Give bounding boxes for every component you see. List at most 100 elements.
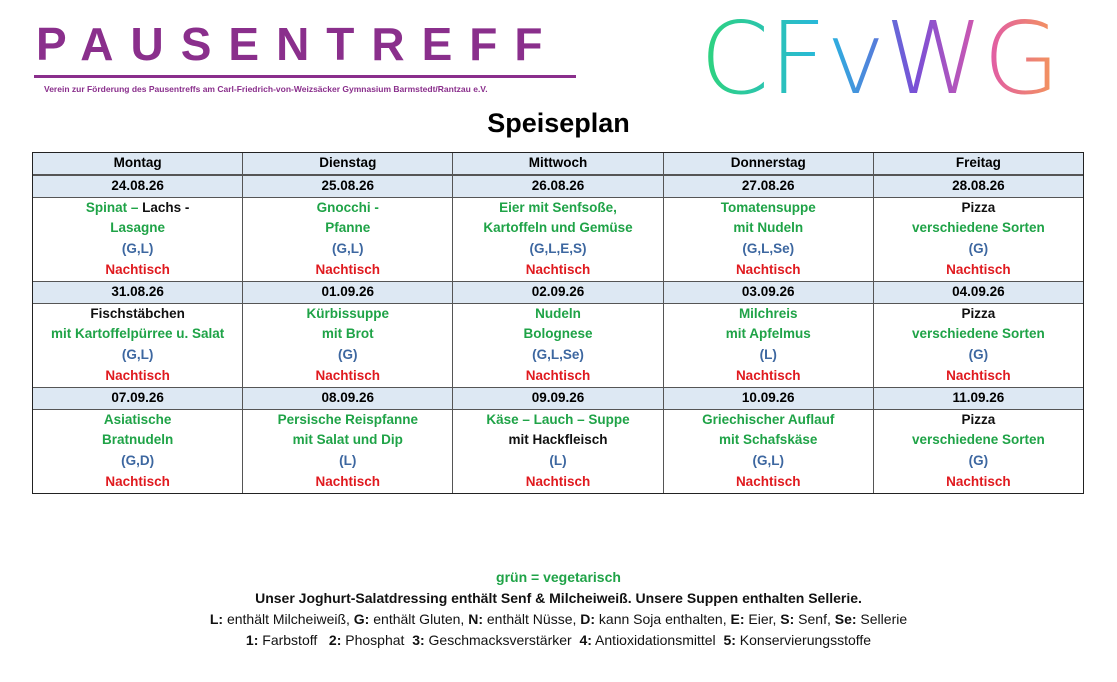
menu-line: Nachtisch bbox=[453, 366, 662, 387]
menu-line: (G,L,E,S) bbox=[453, 239, 662, 260]
menu-text: Asiatische bbox=[103, 411, 172, 427]
menu-text: Nachtisch bbox=[946, 367, 1011, 383]
day-header: Donnerstag bbox=[663, 153, 874, 175]
menu-text: Nachtisch bbox=[105, 261, 170, 277]
date-cell: 27.08.26 bbox=[663, 174, 874, 198]
menu-line: Nachtisch bbox=[453, 260, 662, 281]
legend-text: E: bbox=[730, 611, 745, 627]
legend-text: Sellerie bbox=[856, 611, 908, 627]
menu-text: mit Schafskäse bbox=[719, 432, 818, 448]
menu-line: mit Salat und Dip bbox=[243, 430, 452, 451]
menu-text: (L) bbox=[549, 453, 567, 469]
menu-cell: Nudeln Bolognese (G,L,Se) Nachtisch bbox=[453, 303, 664, 387]
menu-line: Pizza bbox=[874, 198, 1083, 219]
menu-text: Nachtisch bbox=[315, 261, 381, 277]
menu-line: Bolognese bbox=[453, 324, 662, 345]
menu-text: Nudeln bbox=[535, 305, 581, 321]
legend-text: Eier, bbox=[744, 611, 781, 627]
menu-cell: Pizza verschiedene Sorten (G) Nachtisch bbox=[874, 198, 1083, 281]
menu-cell: Gnocchi - Pfanne (G,L) Nachtisch bbox=[243, 197, 454, 281]
legend-text: Geschmacksverstärker bbox=[424, 632, 580, 648]
menu-cell: Käse – Lauch – Suppe mit Hackfleisch (L) Na… bbox=[453, 409, 664, 493]
menu-row: Spinat – Lachs - Lasagne (G,L) Nachtisch Gno… bbox=[33, 197, 1083, 281]
menu-text: Nachtisch bbox=[315, 473, 381, 489]
legend-text: enthält Gluten, bbox=[369, 611, 469, 627]
menu-line: mit Kartoffelpürree u. Salat bbox=[33, 324, 242, 345]
menu-line: Nachtisch bbox=[874, 472, 1083, 493]
menu-text: Nachtisch bbox=[105, 367, 170, 383]
menu-text: Pizza bbox=[961, 305, 996, 321]
date-cell: 31.08.26 bbox=[33, 280, 244, 304]
menu-line: (G) bbox=[874, 345, 1083, 366]
menu-text: mit Nudeln bbox=[733, 220, 804, 236]
menu-text: Bolognese bbox=[523, 326, 593, 342]
date-cell: 02.09.26 bbox=[453, 280, 664, 304]
menu-text: Pizza bbox=[961, 199, 996, 215]
legend-line: Unser Joghurt-Salatdressing enthält Senf… bbox=[0, 588, 1117, 609]
menu-text: (G,L,Se) bbox=[532, 347, 584, 363]
menu-cell: Asiatische Bratnudeln (G,D) Nachtisch bbox=[33, 409, 244, 493]
week: 31.08.26 01.09.26 02.09.26 03.09.26 04.09.26… bbox=[33, 280, 1084, 387]
date-cell: 03.09.26 bbox=[663, 280, 874, 304]
menu-text: (G,L,E,S) bbox=[529, 241, 587, 257]
legend-text: L: bbox=[209, 611, 224, 627]
menu-text: Pfanne bbox=[325, 220, 371, 236]
date-row: 07.09.26 08.09.26 09.09.26 10.09.26 11.09.26 bbox=[33, 386, 1084, 410]
date-cell: 01.09.26 bbox=[243, 280, 454, 304]
menu-text: Eier mit Senfsoße, bbox=[499, 199, 617, 215]
menu-cell: Eier mit Senfsoße, Kartoffeln und Gemüse (… bbox=[453, 197, 664, 281]
legend-text: kann Soja enthalten, bbox=[595, 611, 731, 627]
menu-text: verschiedene Sorten bbox=[912, 432, 1045, 448]
menu-line: Persische Reispfanne bbox=[243, 410, 452, 431]
menu-cell: Persische Reispfanne mit Salat und Dip (L)… bbox=[243, 409, 454, 493]
day-header: Mittwoch bbox=[453, 153, 664, 175]
legend-text: Farbstoff bbox=[258, 632, 329, 648]
menu-text: (G,L,Se) bbox=[742, 241, 795, 257]
menu-line: (L) bbox=[243, 451, 452, 472]
menu-line: (G,L) bbox=[33, 239, 242, 260]
legend-line: grün = vegetarisch bbox=[0, 567, 1117, 588]
menu-line: Bratnudeln bbox=[33, 430, 242, 451]
logo: CFvWG bbox=[700, 5, 1060, 105]
menu-line: Fischstäbchen bbox=[33, 304, 242, 325]
menu-line: Nachtisch bbox=[664, 366, 873, 387]
menu-line: Spinat – Lachs - bbox=[33, 198, 242, 219]
date-cell: 24.08.26 bbox=[33, 174, 244, 198]
legend-text: Se: bbox=[834, 611, 857, 627]
date-cell: 11.09.26 bbox=[873, 386, 1084, 410]
menu-line: Nachtisch bbox=[243, 366, 452, 387]
menu-line: Käse – Lauch – Suppe bbox=[453, 410, 662, 431]
legend: grün = vegetarisch Unser Joghurt-Salatdre… bbox=[0, 567, 1117, 651]
menu-line: mit Nudeln bbox=[664, 218, 873, 239]
menu-line: (G,L) bbox=[664, 451, 873, 472]
menu-text: Milchreis bbox=[738, 305, 798, 321]
menu-line: Nachtisch bbox=[243, 472, 452, 493]
menu-text: Spinat – bbox=[85, 199, 143, 215]
week: 07.09.26 08.09.26 09.09.26 10.09.26 11.09.26… bbox=[33, 386, 1084, 493]
menu-line: Kürbissuppe bbox=[243, 304, 452, 325]
date-cell: 04.09.26 bbox=[873, 280, 1084, 304]
legend-text: 5: bbox=[723, 632, 736, 648]
menu-line: Milchreis bbox=[664, 304, 873, 325]
legend-text: N: bbox=[468, 611, 483, 627]
menu-text: Griechischer Auflauf bbox=[702, 411, 835, 427]
legend-line: 1: Farbstoff 2: Phosphat 3: Geschmacksve… bbox=[0, 630, 1117, 651]
legend-text: grün = vegetarisch bbox=[496, 569, 621, 585]
menu-text: (L) bbox=[759, 347, 777, 363]
menu-text: mit Brot bbox=[321, 326, 374, 342]
menu-line: (G,L) bbox=[33, 345, 242, 366]
menu-text: Nachtisch bbox=[735, 367, 801, 383]
menu-text: (G,L) bbox=[332, 241, 364, 257]
menu-line: (L) bbox=[664, 345, 873, 366]
legend-text: 3: bbox=[412, 632, 425, 648]
date-row: 31.08.26 01.09.26 02.09.26 03.09.26 04.09.26 bbox=[33, 280, 1084, 304]
legend-text: Antioxidationsmittel bbox=[591, 632, 724, 648]
menu-cell: Pizza verschiedene Sorten (G) Nachtisch bbox=[874, 304, 1083, 387]
legend-text: Phosphat bbox=[341, 632, 413, 648]
menu-line: Nachtisch bbox=[33, 472, 242, 493]
menu-text: Nachtisch bbox=[735, 261, 801, 277]
menu-text: Pizza bbox=[961, 411, 996, 427]
menu-cell: Fischstäbchen mit Kartoffelpürree u. Sala… bbox=[33, 303, 244, 387]
menu-line: (G,L,Se) bbox=[664, 239, 873, 260]
